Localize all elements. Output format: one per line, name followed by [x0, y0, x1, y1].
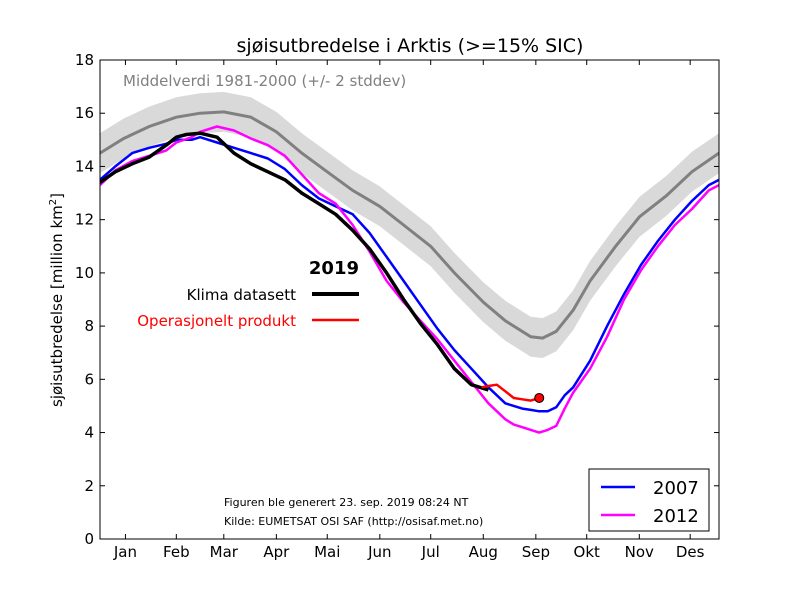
x-tick-label-jul: Jul	[421, 543, 440, 561]
legend-2019: 2019 Klima datasett Operasjonelt produkt	[137, 258, 359, 330]
y-tick-label: 12	[75, 211, 94, 229]
x-tick-label-jun: Jun	[367, 543, 391, 561]
legend-2007-label: 2007	[653, 478, 699, 499]
plot-area-frame	[99, 59, 720, 540]
y-tick-label: 16	[75, 104, 94, 122]
legend-years-box	[588, 468, 710, 532]
x-tick-label-feb: Feb	[163, 543, 190, 561]
mean-std-band	[100, 91, 719, 359]
y-axis-label-superscript: 2	[48, 199, 59, 205]
series-line-2007	[100, 135, 719, 413]
last-value-marker	[534, 392, 545, 403]
x-tick-label-des: Des	[676, 543, 705, 561]
y-tick-label: 10	[75, 264, 94, 282]
legend-2019-klima-label: Klima datasett	[187, 286, 296, 304]
x-tick-label-jan: Jan	[113, 543, 137, 561]
x-tick-label-okt: Okt	[574, 543, 600, 561]
y-tick-label: 18	[75, 51, 94, 69]
y-tick-label: 6	[84, 370, 94, 388]
series-line-2019-klima	[100, 131, 489, 392]
series-layer	[100, 110, 719, 434]
y-tick-label: 2	[84, 477, 94, 495]
y-axis-label: sjøisutbredelse [million km2]	[48, 193, 66, 407]
y-tick-label: 8	[84, 317, 94, 335]
legend-2012-label: 2012	[653, 506, 699, 527]
mean-band-label: Middelverdi 1981-2000 (+/- 2 stddev)	[123, 72, 406, 90]
x-tick-label-aug: Aug	[469, 543, 498, 561]
legend-2019-operasjonelt-label: Operasjonelt produkt	[137, 312, 296, 330]
x-tick-label-mar: Mar	[210, 543, 239, 561]
mean-line	[100, 110, 719, 340]
mean-std-band-layer	[100, 91, 719, 359]
x-tick-label-nov: Nov	[625, 543, 654, 561]
y-tick-label: 0	[84, 530, 94, 548]
y-tick-label: 4	[84, 424, 94, 442]
x-tick-label-apr: Apr	[263, 543, 290, 561]
footnote-generated: Figuren ble generert 23. sep. 2019 08:24…	[224, 496, 469, 509]
legend-2019-title: 2019	[309, 258, 359, 279]
x-axis: Jan Feb Mar Apr Mai Jun Jul Aug Sep Okt Nov Des	[113, 60, 705, 561]
y-axis: 0 2 4 6 8 10 12 14 16 18	[75, 51, 719, 548]
footnote-source: Kilde: EUMETSAT OSI SAF (http://osisaf.m…	[224, 515, 483, 528]
y-axis-label-main: sjøisutbredelse [million km	[48, 205, 66, 407]
series-line-2019-operasjonelt	[481, 383, 540, 402]
x-tick-label-mai: Mai	[314, 543, 340, 561]
legend-years: 2007 2012	[588, 468, 710, 532]
y-tick-label: 14	[75, 157, 94, 175]
x-tick-label-sep: Sep	[522, 543, 550, 561]
chart-title: sjøisutbredelse i Arktis (>=15% SIC)	[237, 35, 584, 57]
y-axis-label-end: ]	[48, 193, 66, 199]
